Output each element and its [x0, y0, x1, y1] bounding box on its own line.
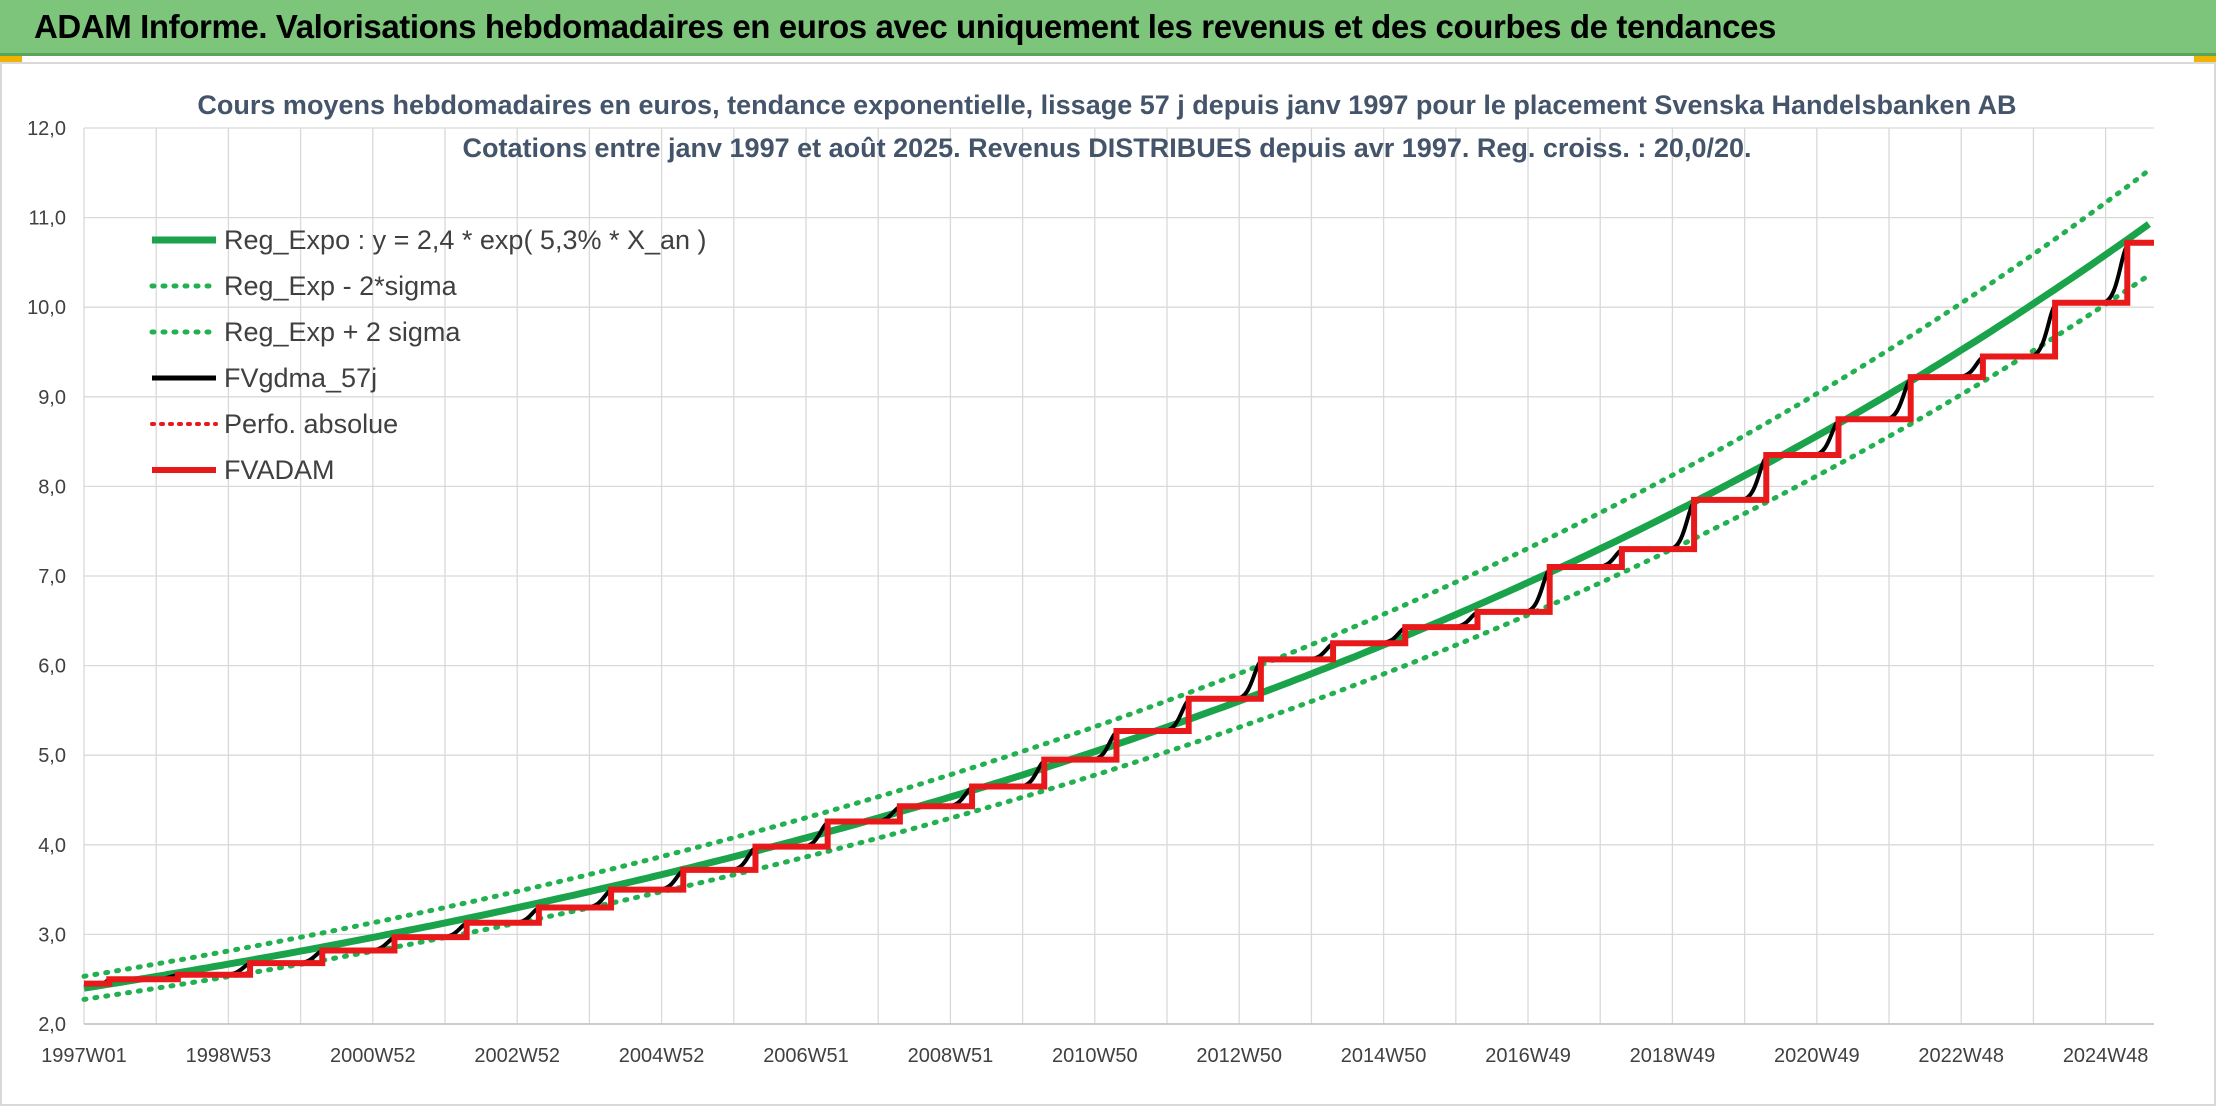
- legend-label: Reg_Expo : y = 2,4 * exp( 5,3% * X_an ): [224, 225, 707, 255]
- x-tick-label: 2004W52: [619, 1045, 705, 1067]
- x-tick-label: 2016W49: [1485, 1045, 1571, 1067]
- legend-label: Perfo. absolue: [224, 409, 398, 439]
- x-tick-label: 2002W52: [474, 1045, 560, 1067]
- chart-svg: 2,0 3,0 4,0 5,0 6,0 7,0 8,0 9,0 10,0 11,0 12,0 1997…: [27, 90, 2155, 1067]
- x-tick-label: 2014W50: [1341, 1045, 1427, 1067]
- legend-label: Reg_Exp + 2 sigma: [224, 317, 461, 347]
- legend-item-adam: FVADAM: [152, 455, 335, 485]
- x-tick-label: 2000W52: [330, 1045, 416, 1067]
- y-tick-label: 9,0: [38, 387, 66, 409]
- grid: [83, 127, 2154, 1025]
- x-tick-label: 2008W51: [908, 1045, 994, 1067]
- y-tick-label: 5,0: [38, 745, 66, 767]
- y-tick-label: 7,0: [38, 566, 66, 588]
- x-tick-label: 2024W48: [2063, 1045, 2149, 1067]
- chart-title-line1: Cours moyens hebdomadaires en euros, ten…: [197, 90, 2016, 120]
- y-tick-label: 2,0: [38, 1014, 66, 1036]
- x-tick-label: 2022W48: [1918, 1045, 2004, 1067]
- x-tick-label: 2012W50: [1196, 1045, 1282, 1067]
- y-tick-label: 8,0: [38, 476, 66, 498]
- legend-label: FVADAM: [224, 455, 335, 485]
- legend-item-high: Reg_Exp + 2 sigma: [149, 317, 461, 347]
- legend-label: FVgdma_57j: [224, 363, 377, 393]
- corner-mark-right: [2194, 56, 2216, 64]
- report-header: ADAM Informe. Valorisations hebdomadaire…: [0, 0, 2216, 56]
- legend-item-fv: FVgdma_57j: [152, 363, 377, 393]
- legend-item-reg: Reg_Expo : y = 2,4 * exp( 5,3% * X_an ): [152, 225, 707, 255]
- series-fvadam: [84, 239, 2154, 987]
- x-tick-label: 2010W50: [1052, 1045, 1138, 1067]
- series-reg-minus-2sigma: [81, 272, 2152, 1002]
- legend-item-low: Reg_Exp - 2*sigma: [149, 271, 458, 301]
- legend-item-perfo: Perfo. absolue: [150, 409, 398, 439]
- x-tick-label: 2018W49: [1630, 1045, 1716, 1067]
- report-title: ADAM Informe. Valorisations hebdomadaire…: [34, 8, 1776, 45]
- x-tick-label: 1997W01: [41, 1045, 127, 1067]
- series-layer: [81, 167, 2155, 1002]
- y-tick-label: 11,0: [29, 208, 66, 230]
- corner-mark-left: [0, 56, 22, 64]
- x-tick-label: 2020W49: [1774, 1045, 1860, 1067]
- series-fvgdma-57j: [83, 240, 2155, 986]
- legend-label: Reg_Exp - 2*sigma: [224, 271, 458, 301]
- x-tick-label: 2006W51: [763, 1045, 849, 1067]
- chart-frame: 2,0 3,0 4,0 5,0 6,0 7,0 8,0 9,0 10,0 11,0 12,0 1997…: [0, 62, 2216, 1106]
- y-tick-label: 6,0: [38, 656, 66, 678]
- series-reg-plus-2sigma: [81, 167, 2152, 979]
- y-tick-label: 4,0: [38, 835, 66, 857]
- x-tick-label: 1998W53: [186, 1045, 272, 1067]
- legend: Reg_Expo : y = 2,4 * exp( 5,3% * X_an ) R…: [149, 225, 707, 485]
- y-tick-label: 3,0: [38, 924, 66, 946]
- axis-labels: 2,0 3,0 4,0 5,0 6,0 7,0 8,0 9,0 10,0 11,0 12,0 1997…: [27, 118, 2154, 1067]
- chart-title-line2: Cotations entre janv 1997 et août 2025. …: [462, 133, 1751, 163]
- y-tick-label: 12,0: [27, 118, 66, 140]
- y-tick-label: 10,0: [27, 297, 66, 319]
